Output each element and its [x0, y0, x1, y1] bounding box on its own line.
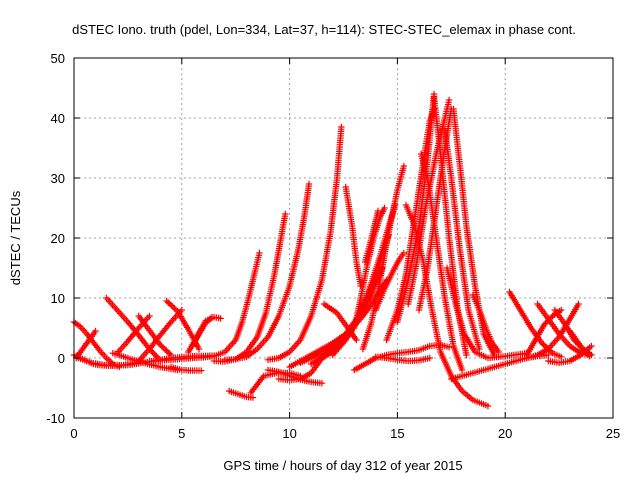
data-point-markers: [342, 183, 364, 290]
data-point-markers: [383, 105, 438, 344]
data-series-27: [320, 300, 360, 344]
data-point-markers: [545, 342, 595, 366]
x-tick-label: 10: [282, 426, 296, 441]
data-point-markers: [359, 162, 408, 353]
y-tick-label: -10: [46, 411, 65, 426]
x-tick-label: 5: [178, 426, 185, 441]
x-axis-label: GPS time / hours of day 312 of year 2015: [223, 458, 462, 473]
data-point-markers: [247, 369, 304, 396]
x-tick-label: 0: [70, 426, 77, 441]
data-series-46: [469, 291, 502, 356]
x-tick-label: 15: [390, 426, 404, 441]
data-series-11: [167, 363, 205, 374]
data-series-18: [247, 369, 304, 396]
data-series-30: [359, 162, 408, 353]
x-tick-label: 20: [498, 426, 512, 441]
data-series-31: [361, 207, 382, 266]
data-series-21: [264, 123, 345, 363]
data-series-17: [226, 387, 257, 401]
y-tick-label: 50: [51, 51, 65, 66]
y-tick-label: 20: [51, 231, 65, 246]
data-series-39: [402, 201, 492, 410]
data-point-markers: [221, 180, 313, 363]
data-point-markers: [566, 327, 593, 360]
data-series-35: [383, 105, 438, 344]
data-series-5: [103, 294, 162, 362]
x-tick-label: 25: [606, 426, 620, 441]
data-series-34: [372, 353, 433, 365]
data-point-markers: [226, 387, 257, 401]
data-series-14: [146, 249, 263, 365]
data-point-markers: [372, 353, 433, 365]
grid: [74, 58, 613, 418]
data-point-markers: [506, 288, 565, 360]
data-series-32: [372, 249, 408, 314]
data-series-53: [566, 327, 593, 360]
data-point-markers: [443, 264, 530, 362]
plot-area: [70, 90, 595, 410]
data-point-markers: [469, 291, 502, 356]
data-series-47: [506, 288, 565, 360]
y-axis-label: dSTEC / TECUs: [8, 190, 23, 285]
y-tick-label: 40: [51, 111, 65, 126]
data-point-markers: [441, 126, 483, 353]
data-point-markers: [402, 201, 492, 410]
data-point-markers: [103, 294, 162, 362]
data-point-markers: [372, 249, 408, 314]
data-series-44: [443, 264, 530, 362]
data-point-markers: [167, 363, 205, 374]
y-tick-label: 10: [51, 291, 65, 306]
y-tick-label: 30: [51, 171, 65, 186]
data-series-16: [221, 180, 313, 363]
y-tick-label: 0: [58, 351, 65, 366]
data-series-28: [342, 183, 364, 290]
data-series-51: [545, 342, 595, 366]
axis-ticks: 0 5 10 15 20 25 -10 0 10 20 30 40 50: [46, 51, 620, 441]
data-series-42: [441, 126, 483, 353]
data-point-markers: [417, 150, 466, 374]
data-point-markers: [320, 300, 360, 344]
data-point-markers: [146, 249, 263, 365]
data-series-40: [417, 150, 466, 374]
data-point-markers: [361, 207, 382, 266]
data-series-13: [185, 314, 224, 356]
data-point-markers: [264, 123, 345, 363]
data-point-markers: [185, 314, 224, 356]
chart-title: dSTEC Iono. truth (pdel, Lon=334, Lat=37…: [72, 22, 576, 37]
